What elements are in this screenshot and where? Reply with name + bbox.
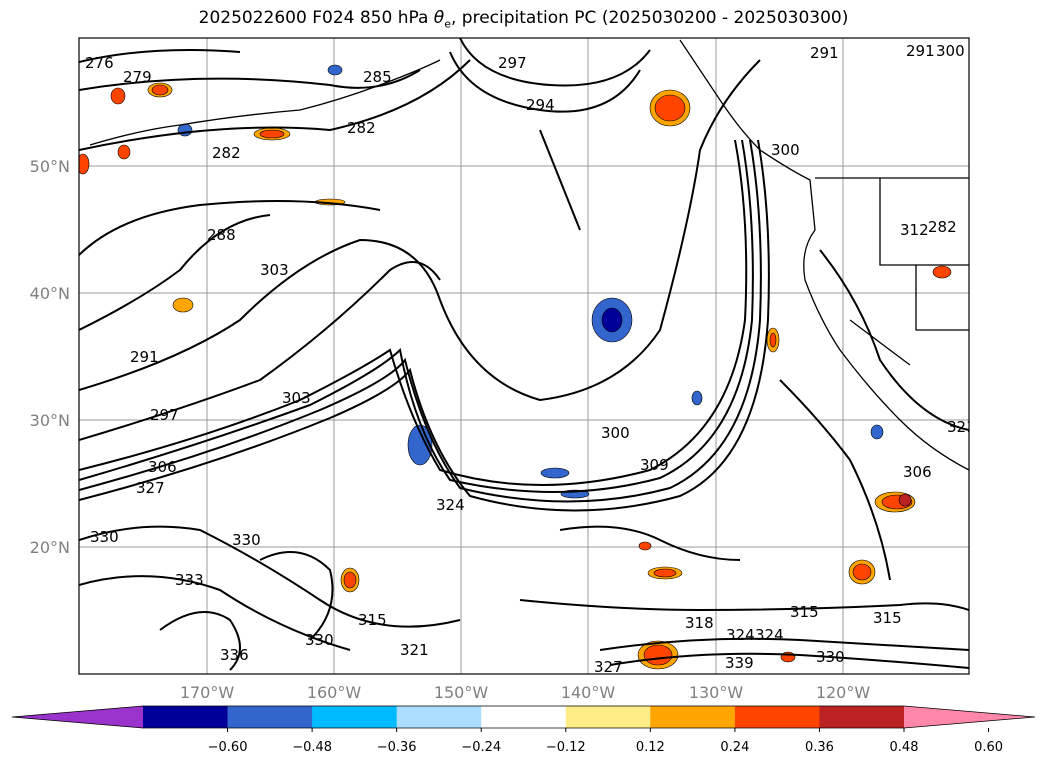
contour-label: 336 xyxy=(220,646,249,664)
contour-label: 330 xyxy=(305,631,334,649)
contour-label: 285 xyxy=(363,68,392,86)
contour-label: 321 xyxy=(947,418,976,436)
chart-title: 2025022600 F024 850 hPa θe, precipitatio… xyxy=(198,8,849,31)
contour-label: 297 xyxy=(498,54,527,72)
contour-label: 282 xyxy=(212,144,241,162)
theta-e-contours xyxy=(79,38,969,671)
contour-label: 315 xyxy=(358,611,387,629)
colorbar-tick-label: 0.60 xyxy=(974,740,1003,755)
contour-label: 315 xyxy=(873,609,902,627)
lon-label: 160°W xyxy=(307,683,362,702)
contour-label: 306 xyxy=(903,463,932,481)
contour-label: 324 xyxy=(755,626,784,644)
colorbar-tick-label: −0.24 xyxy=(461,740,501,755)
colorbar-ticks: −0.60 −0.48 −0.36 −0.24 −0.12 0.12 0.24 0.36 0.4… xyxy=(208,728,1003,755)
colorbar xyxy=(11,705,1036,729)
colorbar-tick-label: 0.36 xyxy=(805,740,834,755)
colorbar-extension-high xyxy=(904,706,1035,728)
colorbar-segment xyxy=(143,706,229,728)
contour-labels: 276 279 282 282 285 297 294 291 300 288 … xyxy=(85,42,976,676)
contour-label: 291 xyxy=(906,42,935,60)
colorbar-segment xyxy=(565,706,651,728)
colorbar-segment xyxy=(481,706,567,728)
contour-label: 321 xyxy=(400,641,429,659)
colorbar-segment xyxy=(312,706,398,728)
contour-label: 339 xyxy=(725,654,754,672)
contour-label: 291 xyxy=(130,348,159,366)
coastlines xyxy=(89,39,969,471)
contour-label: 333 xyxy=(175,571,204,589)
contour-label: 303 xyxy=(282,389,311,407)
contour-label: 330 xyxy=(816,648,845,666)
contour-label: 309 xyxy=(640,456,669,474)
colorbar-segment xyxy=(396,706,482,728)
contour-label: 297 xyxy=(150,406,179,424)
lat-label: 30°N xyxy=(30,411,70,430)
contour-label: 318 xyxy=(685,614,714,632)
lon-label: 130°W xyxy=(689,683,744,702)
contour-label: 300 xyxy=(601,424,630,442)
lat-label: 40°N xyxy=(30,284,70,303)
contour-label: 276 xyxy=(85,54,114,72)
contour-label: 300 xyxy=(771,141,800,159)
lat-label: 20°N xyxy=(30,538,70,557)
colorbar-extension-low xyxy=(12,706,143,728)
contour-label: 330 xyxy=(232,531,261,549)
contour-label: 303 xyxy=(260,261,289,279)
colorbar-tick-label: −0.36 xyxy=(377,740,417,755)
colorbar-tick-label: 0.48 xyxy=(890,740,919,755)
latitude-labels: 50°N 40°N 30°N 20°N xyxy=(30,157,70,557)
colorbar-tick-label: 0.24 xyxy=(720,740,749,755)
map-plot-area: 276 279 282 282 285 297 294 291 300 288 … xyxy=(79,38,976,676)
contour-label: 282 xyxy=(347,119,376,137)
contour-label: 291 xyxy=(810,44,839,62)
contour-label: 315 xyxy=(790,603,819,621)
colorbar-segment xyxy=(734,706,820,728)
map-gridlines xyxy=(79,38,969,674)
colorbar-tick-label: −0.12 xyxy=(546,740,586,755)
contour-label: 282 xyxy=(928,218,957,236)
contour-label: 330 xyxy=(90,528,119,546)
colorbar-tick-label: 0.12 xyxy=(636,740,665,755)
lat-label: 50°N xyxy=(30,157,70,176)
colorbar-outline xyxy=(11,705,1036,729)
contour-label: 300 xyxy=(936,42,965,60)
map-frame xyxy=(78,37,970,675)
longitude-labels: 170°W 160°W 150°W 140°W 130°W 120°W xyxy=(180,683,871,702)
lon-label: 120°W xyxy=(816,683,871,702)
contour-label: 306 xyxy=(148,458,177,476)
lon-label: 170°W xyxy=(180,683,235,702)
contour-label: 288 xyxy=(207,226,236,244)
colorbar-segment xyxy=(227,706,313,728)
contour-label: 324 xyxy=(436,496,465,514)
colorbar-segment xyxy=(650,706,736,728)
contour-label: 279 xyxy=(123,68,152,86)
contour-label: 327 xyxy=(136,479,165,497)
lon-label: 140°W xyxy=(561,683,616,702)
contour-label: 312 xyxy=(900,221,929,239)
colorbar-tick-label: −0.60 xyxy=(208,740,248,755)
contour-label: 327 xyxy=(594,658,623,676)
lon-label: 150°W xyxy=(434,683,489,702)
colorbar-tick-label: −0.48 xyxy=(292,740,332,755)
contour-label: 324 xyxy=(726,626,755,644)
colorbar-segment xyxy=(819,706,905,728)
contour-label: 294 xyxy=(526,96,555,114)
